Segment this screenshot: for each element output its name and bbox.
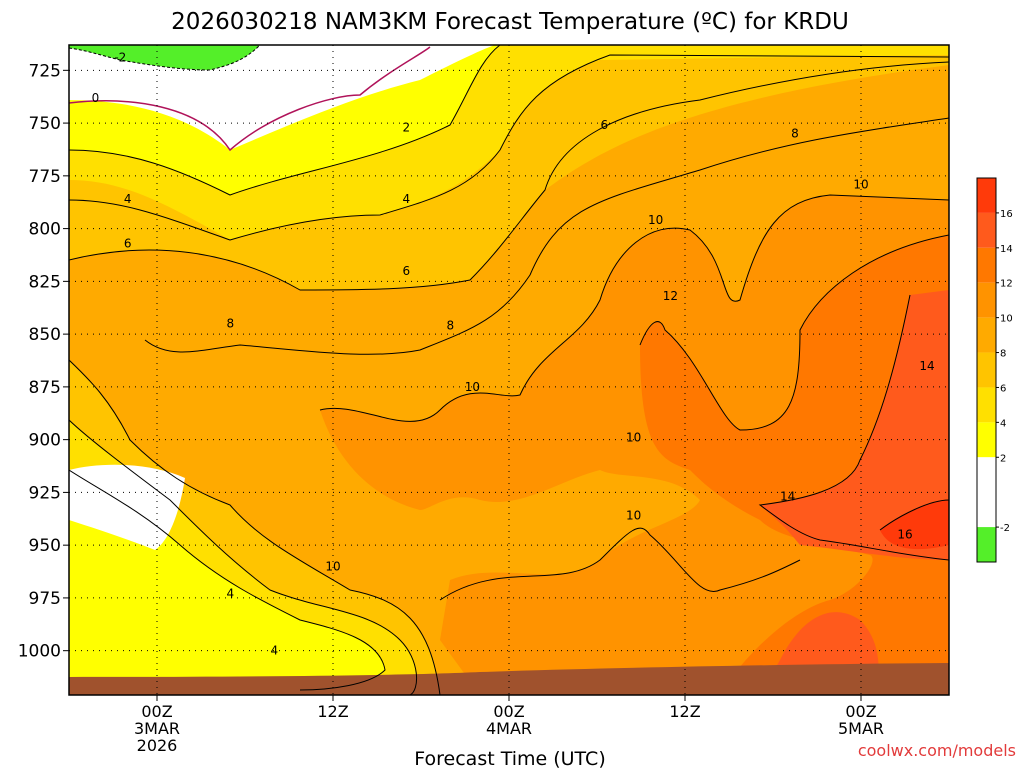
contour-label-layer: -2 0 2 4 4 6 6 6 8 8 8 10 10 10 10 10 10 12 14 14 16 4 4 (92, 51, 935, 658)
y-tick-label: 975 (29, 589, 61, 609)
contour-label: 4 (227, 587, 235, 601)
y-axis: 725 750 775 800 825 850 875 900 925 950 975 1000 (18, 61, 69, 662)
contour-16 (879, 499, 949, 531)
contour-label: 10 (626, 509, 641, 523)
colorbar-label: -2 (1000, 523, 1010, 534)
contour-label: 8 (227, 317, 235, 331)
y-tick-label: 925 (29, 483, 61, 503)
y-tick-label: 1000 (18, 642, 61, 662)
band-minus2-0 (69, 45, 260, 70)
chart-title: 2026030218 NAM3KM Forecast Temperature (… (171, 9, 849, 35)
grid-x (156, 45, 862, 695)
colorbar-bin (977, 178, 996, 213)
contour-10-left (319, 194, 949, 422)
x-tick-label: 4MAR (486, 719, 532, 738)
band-0-2-lower-left (69, 464, 185, 550)
band-0-2 (69, 45, 495, 150)
contour-label: 16 (897, 528, 912, 542)
colorbar-label: 16 (1000, 209, 1013, 220)
contour-8 (144, 117, 949, 355)
contour-label: 0 (92, 91, 100, 105)
colorbar-label: 8 (1000, 349, 1006, 360)
contour-lower-left (69, 359, 441, 695)
credit-text: coolwx.com/models (858, 741, 1016, 760)
contour-label: 4 (124, 192, 132, 206)
x-tick-label: 12Z (317, 702, 348, 721)
contour-label: 10 (626, 431, 641, 445)
contour-2 (69, 45, 501, 196)
x-tick-label: 5MAR (838, 719, 884, 738)
contour-label: 10 (465, 380, 480, 394)
contour-label: 8 (447, 319, 455, 333)
y-tick-label: 900 (29, 431, 61, 451)
contour-label: 10 (325, 559, 340, 573)
contour-label: 4 (271, 644, 279, 658)
colorbar-bin (977, 527, 996, 562)
colorbar-bin (977, 422, 996, 458)
contour-label: 12 (663, 289, 678, 303)
colorbar-label: 14 (1000, 244, 1013, 255)
colorbar-bin (977, 282, 996, 318)
contour-lines (69, 45, 949, 695)
x-tick-label: 00Z (493, 702, 524, 721)
contour-12 (639, 234, 949, 431)
colorbar-frame (976, 177, 997, 563)
contour-4 (69, 54, 949, 241)
colorbar-bin (977, 247, 996, 283)
colorbar-label: 12 (1000, 279, 1013, 290)
colorbar: -2 2 4 6 8 10 12 14 16 (976, 177, 1013, 563)
colorbar-label: 10 (1000, 314, 1013, 325)
x-tick-label: 00Z (141, 702, 172, 721)
contour-label: 8 (791, 127, 799, 141)
contour-lower-left-2 (69, 419, 418, 695)
ground (69, 663, 949, 695)
contour-label: 14 (780, 490, 795, 504)
y-tick-label: 875 (29, 378, 61, 398)
contour-label: 10 (853, 177, 868, 191)
band-12-14 (640, 235, 949, 695)
colorbar-bin (977, 317, 996, 353)
colorbar-bin (977, 212, 996, 248)
band-14-16 (760, 290, 949, 560)
y-tick-label: 775 (29, 167, 61, 187)
y-tick-label: 950 (29, 536, 61, 556)
colorbar-bin (977, 457, 996, 493)
contour-label: 6 (124, 236, 132, 250)
x-tick-label: 3MAR (134, 719, 180, 738)
contour-label: 10 (648, 213, 663, 227)
contour-6 (69, 61, 949, 291)
contour-label: 4 (403, 192, 411, 206)
contour-label: 2 (403, 120, 411, 134)
colorbar-bin (977, 492, 996, 528)
x-tick-label: 00Z (845, 702, 876, 721)
contour-label: 6 (601, 118, 609, 132)
contour-label: -2 (114, 51, 126, 65)
contour-14 (758, 294, 949, 561)
colorbar-bin (977, 387, 996, 423)
colorbar-label: 2 (1000, 453, 1006, 464)
y-tick-label: 800 (29, 220, 61, 240)
colorbar-label: 6 (1000, 383, 1006, 394)
band-10-12 (320, 195, 949, 695)
y-tick-label: 750 (29, 114, 61, 134)
contour-label: 14 (919, 359, 934, 373)
band-16-18 (880, 500, 949, 550)
contour-label: 6 (403, 264, 411, 278)
x-axis-label: Forecast Time (UTC) (414, 748, 605, 768)
y-tick-label: 825 (29, 272, 61, 292)
y-tick-label: 725 (29, 61, 61, 81)
x-tick-label: 2026 (137, 736, 178, 755)
contour-lower-left-3 (69, 469, 386, 691)
y-tick-label: 850 (29, 325, 61, 345)
colorbar-label: 4 (1000, 418, 1006, 429)
contour-10-lower (439, 527, 801, 601)
contour-minus2 (69, 45, 261, 71)
colorbar-bin (977, 352, 996, 388)
x-tick-label: 12Z (669, 702, 700, 721)
